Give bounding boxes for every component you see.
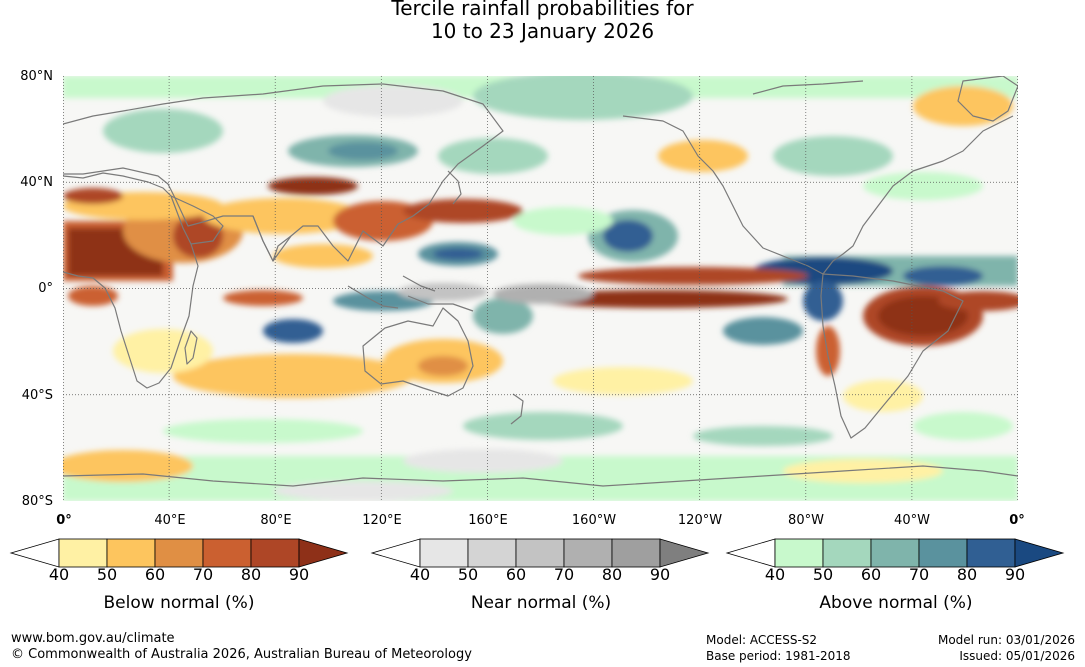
legend-below-tick-80: 80 [240,565,262,584]
legend-near-swatch-2 [515,538,565,568]
japan-coastline [447,170,462,205]
legend-above-tick-50: 50 [812,565,834,584]
legend-near-swatch-3 [563,538,613,568]
probability-field [63,76,1018,501]
legend-below-normal [9,538,349,568]
greenland-coastline [957,76,1018,122]
legend-near-left-triangle [370,538,421,568]
footer-model-run: Model run: 03/01/2026 [937,633,1075,647]
legend-below-left-triangle [9,538,60,568]
legend-below-tick-50: 50 [96,565,118,584]
legend-below-swatch-0 [58,538,108,568]
legend-above-swatch-3 [918,538,968,568]
legend-above-swatch-4 [966,538,1016,568]
legend-below-title: Below normal (%) [103,593,255,613]
coastlines [63,76,1018,487]
legend-above-tick-80: 80 [956,565,978,584]
arabia-coastline [170,195,224,245]
legend-below-swatch-2 [154,538,204,568]
chart-title: Tercile rainfall probabilities for 10 to… [0,0,1085,43]
legend-near-tick-90: 90 [649,565,671,584]
lat-label-80s: 80°S [21,494,53,509]
legend-above-left-triangle [725,538,776,568]
lat-label-80n: 80°N [20,69,53,84]
lat-label-40s: 40°S [21,388,53,403]
africa-coastline [63,172,199,389]
footer-copyright: © Commonwealth of Australia 2026, Austra… [11,647,472,662]
madagascar-coastline [184,330,198,365]
legend-near-tick-70: 70 [553,565,575,584]
lon-label-80w: 80°W [788,513,824,528]
legend-above-tick-40: 40 [764,565,786,584]
legend-above-title: Above normal (%) [819,593,973,613]
legend-below-swatch-1 [106,538,156,568]
legend-near-right-triangle [659,538,710,568]
lat-label-0: 0° [38,281,53,296]
legend-below-tick-90: 90 [288,565,310,584]
legend-near-swatch-1 [467,538,517,568]
graticule [63,76,1018,501]
india-coastline [252,215,292,262]
lon-label-120e: 120°E [362,513,402,528]
lon-label-160w: 160°W [571,513,617,528]
antarctica-coastline [63,465,1018,487]
lat-label-40n: 40°N [20,175,53,190]
footer-model: Model: ACCESS-S2 [706,633,818,647]
australia-coastline [362,307,474,397]
legend-above-tick-70: 70 [908,565,930,584]
legend-below-tick-70: 70 [192,565,214,584]
legend-below-swatch-4 [250,538,300,568]
legend-near-tick-60: 60 [505,565,527,584]
lon-label-80e: 80°E [260,513,292,528]
legend-above-normal [725,538,1065,568]
legend-near-tick-40: 40 [409,565,431,584]
legend-below-tick-60: 60 [144,565,166,584]
south-america-coastline [820,273,964,439]
legend-near-tick-80: 80 [601,565,623,584]
title-line-2: 10 to 23 January 2026 [430,19,655,43]
new-zealand-coastline [510,393,524,425]
world-map [63,76,1018,501]
eurasia-coastline [63,83,504,262]
legend-below-tick-40: 40 [48,565,70,584]
legend-below-right-triangle [298,538,349,568]
footer-base-period: Base period: 1981-2018 [706,649,851,663]
legend-above-tick-90: 90 [1004,565,1026,584]
legend-above-tick-60: 60 [860,565,882,584]
footer-url[interactable]: www.bom.gov.au/climate [11,631,175,646]
lon-label-40w: 40°W [894,513,930,528]
lon-label-40e: 40°E [154,513,186,528]
footer-issued: Issued: 05/01/2026 [959,649,1075,663]
legend-above-swatch-1 [822,538,872,568]
lon-label-160e: 160°E [468,513,508,528]
title-line-1: Tercile rainfall probabilities for [391,0,694,20]
legend-above-swatch-0 [774,538,824,568]
lon-label-120w: 120°W [677,513,723,528]
legend-near-swatch-4 [611,538,661,568]
legend-below-swatch-3 [202,538,252,568]
legend-near-swatch-0 [419,538,469,568]
indonesia-coastline [347,275,474,312]
legend-above-right-triangle [1014,538,1065,568]
legend-near-tick-50: 50 [457,565,479,584]
legend-near-title: Near normal (%) [470,593,612,613]
legend-above-swatch-2 [870,538,920,568]
legend-near-normal [370,538,710,568]
lon-label-0-right: 0° [1009,513,1025,528]
lon-label-0-left: 0° [56,513,72,528]
